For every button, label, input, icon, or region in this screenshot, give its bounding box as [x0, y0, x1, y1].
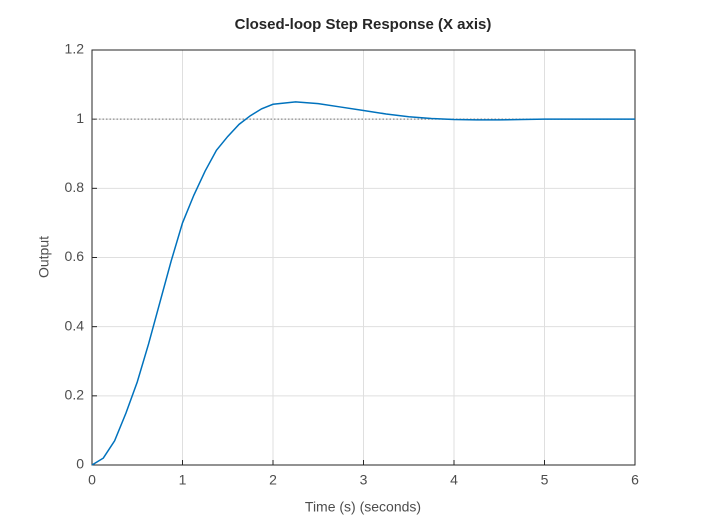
- y-tick-label: 0: [76, 456, 84, 472]
- line-series: [91, 101, 635, 466]
- y-tick-label: 0.2: [65, 387, 85, 403]
- y-tick-label: 0.8: [65, 179, 85, 195]
- x-tick-label: 3: [360, 472, 368, 488]
- y-tick-label: 0.4: [65, 317, 85, 333]
- y-axis-label: Output: [36, 236, 52, 278]
- plot-frame: [91, 49, 636, 466]
- x-tick-label: 1: [179, 472, 187, 488]
- x-tick-label: 6: [631, 472, 639, 488]
- chart-title: Closed-loop Step Response (X axis): [235, 16, 492, 33]
- x-tick-label: 0: [88, 472, 96, 488]
- x-axis-label: Time (s) (seconds): [305, 499, 421, 515]
- y-tick-label: 1.2: [65, 41, 85, 57]
- y-tick-label: 1: [76, 110, 84, 126]
- y-tick-label: 0.6: [65, 248, 85, 264]
- x-tick-label: 2: [269, 472, 277, 488]
- x-tick-label: 4: [450, 472, 458, 488]
- x-tick-label: 5: [541, 472, 549, 488]
